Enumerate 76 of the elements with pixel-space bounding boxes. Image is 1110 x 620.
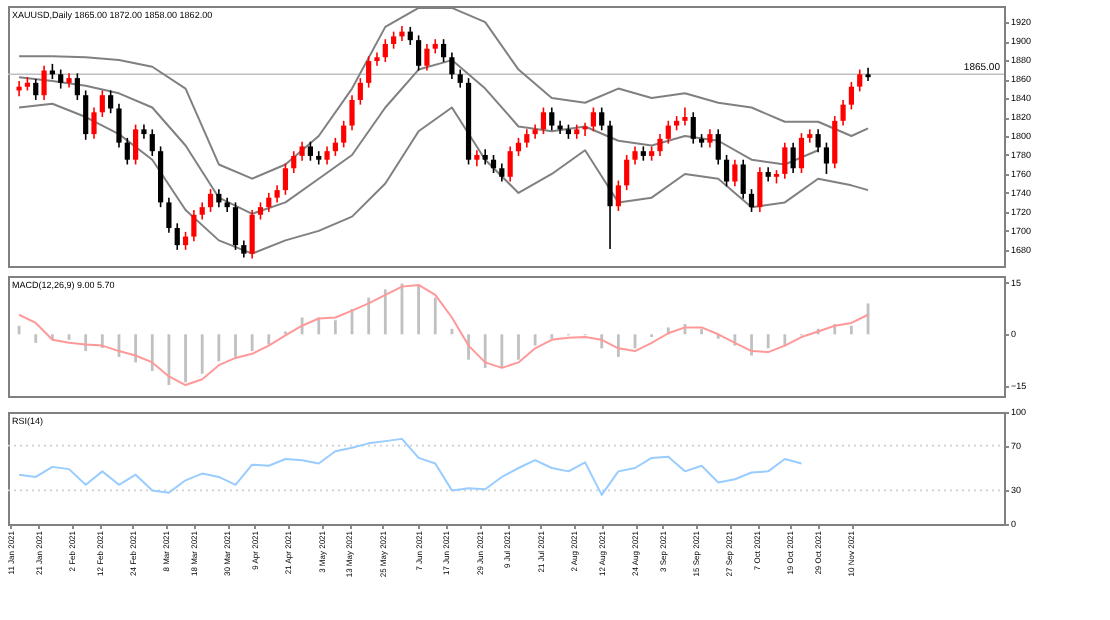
candlestick [857, 68, 863, 93]
candlestick [424, 43, 430, 72]
candlestick [232, 201, 239, 251]
candlestick [349, 94, 355, 132]
candlestick [299, 140, 305, 162]
candlestick [624, 154, 630, 191]
candlestick [357, 77, 363, 106]
candlestick [341, 120, 347, 149]
candlestick [366, 55, 372, 89]
candlestick [790, 141, 796, 174]
candlestick [865, 66, 871, 82]
candlestick [723, 154, 730, 188]
candlestick [91, 106, 97, 140]
candlestick [249, 209, 255, 260]
line-series [18, 437, 803, 496]
candlestick [307, 140, 314, 162]
candlestick [416, 34, 422, 72]
candlestick [399, 25, 405, 42]
candlestick [332, 137, 338, 157]
candlestick [832, 115, 838, 170]
candlestick [732, 158, 738, 188]
candlestick [682, 106, 688, 127]
candlestick [632, 145, 638, 166]
candlestick [457, 68, 463, 89]
candlestick [615, 179, 621, 212]
candlestick [599, 106, 605, 132]
candlestick [707, 128, 713, 149]
candlestick [440, 38, 447, 63]
candlestick [124, 137, 130, 166]
candlestick [657, 133, 663, 157]
candlestick [507, 145, 513, 183]
candlestick [524, 128, 530, 149]
candlestick [182, 231, 189, 251]
candlestick [490, 154, 497, 174]
candlestick [149, 128, 155, 157]
candlestick [715, 128, 721, 166]
candlestick [83, 89, 89, 141]
candlestick [16, 80, 22, 97]
candlestick [665, 120, 671, 145]
candlestick [748, 188, 755, 213]
candlestick [324, 145, 330, 166]
candlestick [382, 38, 388, 63]
candlestick [174, 222, 180, 251]
candlestick [116, 102, 122, 149]
candlestick [449, 51, 455, 80]
candlestick [58, 68, 64, 90]
candlestick [549, 106, 555, 132]
candlestick [540, 106, 547, 135]
candlestick [216, 188, 222, 208]
candlestick [590, 106, 596, 133]
candlestick [499, 162, 505, 183]
candlestick [798, 132, 805, 174]
candlestick [374, 51, 380, 67]
candlestick [848, 81, 855, 111]
candlestick [166, 196, 172, 234]
candlestick [282, 162, 289, 196]
candlestick [740, 158, 746, 200]
candlestick [291, 150, 297, 174]
candlestick [191, 209, 197, 243]
candlestick [74, 72, 80, 101]
candlestick [782, 141, 788, 180]
candlestick [41, 64, 47, 101]
candlestick [108, 89, 114, 115]
candlestick [515, 137, 522, 157]
candlestick [133, 123, 139, 166]
candlestick [266, 192, 272, 213]
candlestick [757, 166, 763, 213]
candlestick [690, 111, 696, 145]
candlestick [207, 188, 214, 213]
candlestick [807, 128, 813, 144]
candlestick [840, 99, 846, 127]
candlestick [407, 26, 413, 46]
candlestick [33, 78, 39, 101]
candlestick [823, 141, 830, 175]
candlestick [99, 89, 105, 118]
candlestick [815, 128, 821, 153]
